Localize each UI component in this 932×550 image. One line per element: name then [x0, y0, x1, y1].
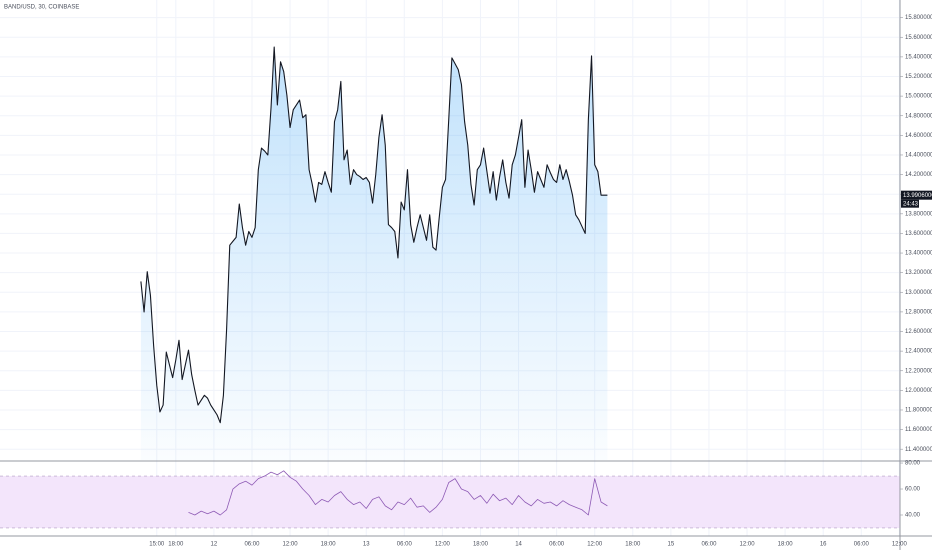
x-tick-label: 16 — [820, 542, 827, 548]
y-tick-label: 15.40000000 — [905, 54, 932, 60]
x-tick-label: 18:00 — [473, 542, 489, 548]
x-tick-label: 06:00 — [397, 542, 413, 548]
countdown-label: 24:43 — [903, 201, 919, 207]
x-tick-label: 14 — [515, 542, 522, 548]
x-tick-label: 13 — [363, 542, 370, 548]
y-tick-label: 11.80000000 — [905, 408, 932, 414]
y-tick-label: 15.60000000 — [905, 35, 932, 41]
marks-layer — [140, 46, 608, 516]
y-tick-label: 15.80000000 — [905, 15, 932, 21]
y-tick-label: 13.20000000 — [905, 270, 932, 276]
y-tick-label: 13.60000000 — [905, 231, 932, 237]
x-tick-label: 18:00 — [625, 542, 641, 548]
x-tick-label: 18:00 — [778, 542, 794, 548]
rsi-band — [0, 476, 900, 528]
area-fill — [140, 47, 608, 460]
x-tick-label: 12:00 — [740, 542, 756, 548]
y-tick-label: 12.20000000 — [905, 368, 932, 374]
x-tick-label: 15:00 — [149, 542, 165, 548]
y-tick-label: 40.00 — [905, 513, 921, 519]
y-tick-label: 13.80000000 — [905, 211, 932, 217]
y-tick-label: 14.20000000 — [905, 172, 932, 178]
x-tick-label: 06:00 — [701, 542, 717, 548]
y-tick-label: 13.40000000 — [905, 251, 932, 257]
y-tick-label: 15.00000000 — [905, 94, 932, 100]
x-tick-label: 12:00 — [892, 542, 908, 548]
y-tick-label: 12.60000000 — [905, 329, 932, 335]
y-tick-label: 12.40000000 — [905, 349, 932, 355]
x-tick-label: 12:00 — [435, 542, 451, 548]
y-tick-label: 11.60000000 — [905, 427, 932, 433]
x-tick-label: 06:00 — [549, 542, 565, 548]
y-tick-label: 14.60000000 — [905, 133, 932, 139]
rsi-line — [188, 470, 608, 516]
price-line — [140, 46, 608, 424]
y-tick-label: 13.00000000 — [905, 290, 932, 296]
x-tick-label: 18:00 — [321, 542, 337, 548]
chart-title: BAND/USD, 30, COINBASE — [4, 5, 79, 11]
x-tick-label: 06:00 — [854, 542, 870, 548]
last-price-box — [901, 190, 932, 200]
x-tick-label: 15 — [668, 542, 675, 548]
y-tick-label: 15.20000000 — [905, 74, 932, 80]
labels-layer: 15:00 18:00 12 06:00 12:00 18:00 13 06:00 12:00 1… — [149, 15, 932, 548]
y-tick-label: 14.40000000 — [905, 153, 932, 159]
countdown-box — [901, 199, 919, 208]
y-tick-label: 12.80000000 — [905, 309, 932, 315]
y-tick-label: 14.80000000 — [905, 113, 932, 119]
x-tick-label: 06:00 — [244, 542, 260, 548]
last-price-label: 13.99060000 — [903, 193, 932, 199]
x-tick-label: 18:00 — [168, 542, 184, 548]
x-tick-label: 12 — [211, 542, 218, 548]
x-tick-label: 12:00 — [283, 542, 299, 548]
y-tick-label: 60.00 — [905, 487, 921, 493]
y-tick-label: 12.00000000 — [905, 388, 932, 394]
y-tick-label: 80.00 — [905, 461, 921, 467]
x-tick-label: 12:00 — [587, 542, 603, 548]
y-tick-label: 11.40000000 — [905, 447, 932, 453]
